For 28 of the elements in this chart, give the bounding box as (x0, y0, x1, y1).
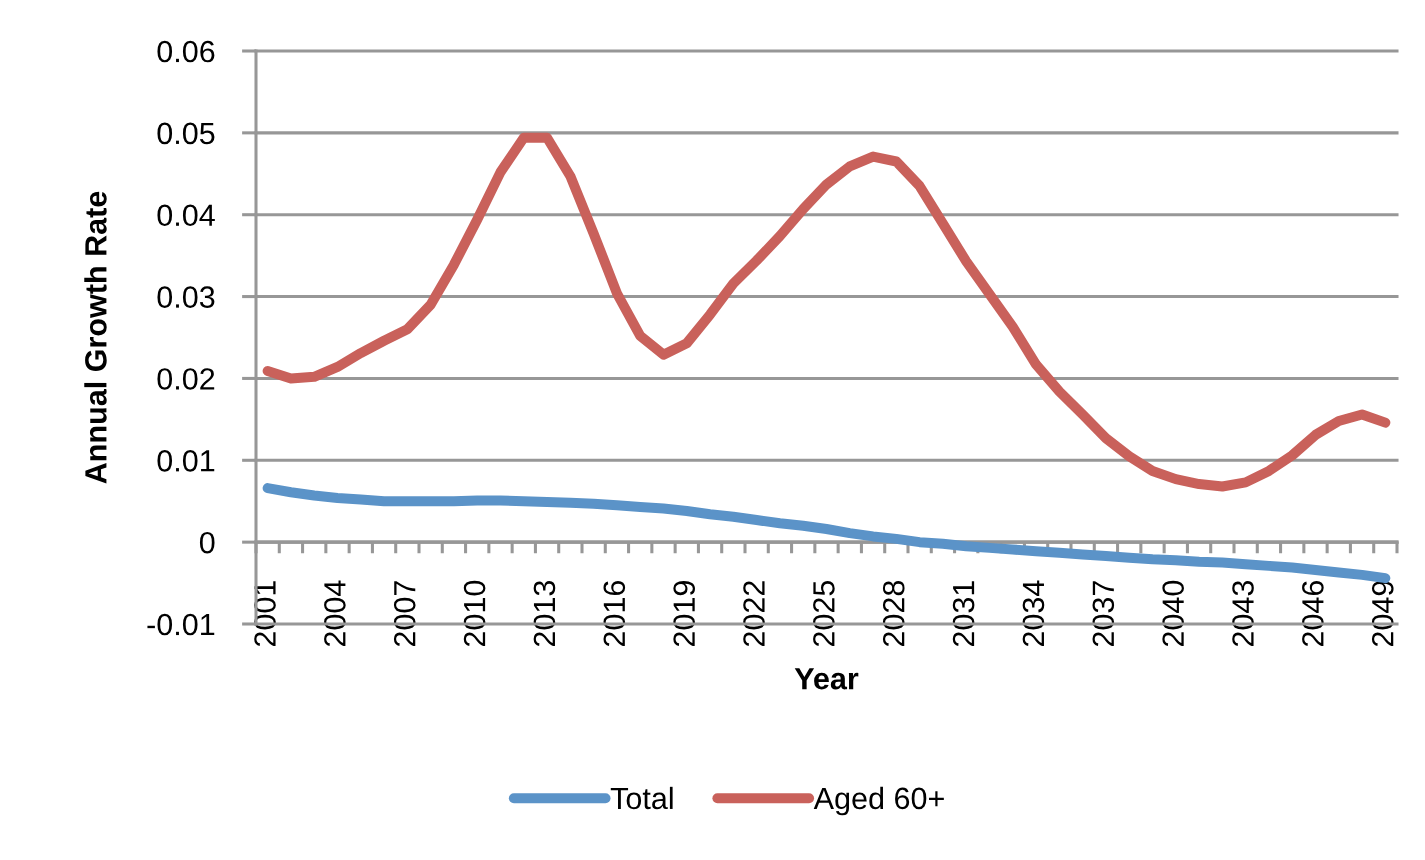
x-tick-label: 2010 (463, 580, 486, 647)
x-tick-label: 2004 (324, 580, 346, 647)
x-tick-label: 2016 (603, 580, 626, 647)
x-tick-label: 2022 (743, 581, 765, 647)
x-tick-label: 2043 (1232, 580, 1254, 647)
x-tick-label: 2028 (882, 580, 905, 647)
y-tick-label: 0.05 (157, 122, 215, 145)
x-tick-label: 2040 (1162, 580, 1184, 647)
x-tick-label: 2013 (533, 580, 556, 647)
x-tick-label: 2025 (813, 580, 835, 647)
y-tick-label: 0 (199, 531, 215, 554)
y-tick-label: 0.03 (157, 286, 215, 308)
y-tick-label: 0.04 (157, 204, 215, 227)
x-tick-label: 2049 (1371, 581, 1394, 647)
x-axis-title: Year (794, 668, 859, 690)
y-tick-label: 0.02 (157, 368, 215, 390)
x-tick-label: 2037 (1092, 581, 1115, 647)
x-tick-label: 2007 (393, 581, 416, 647)
x-tick-label: 2019 (673, 581, 695, 647)
y-tick-label: 0.06 (157, 40, 215, 63)
y-tick-label: 0.01 (157, 450, 215, 472)
x-tick-label: 2034 (1022, 580, 1045, 647)
y-tick-label: -0.01 (147, 613, 215, 636)
x-tick-label: 2031 (952, 581, 975, 647)
y-axis-title: Annual Growth Rate (84, 191, 107, 484)
legend-label: Total (610, 786, 673, 810)
x-tick-label: 2046 (1302, 580, 1324, 647)
legend-label: Aged 60+ (813, 786, 944, 816)
